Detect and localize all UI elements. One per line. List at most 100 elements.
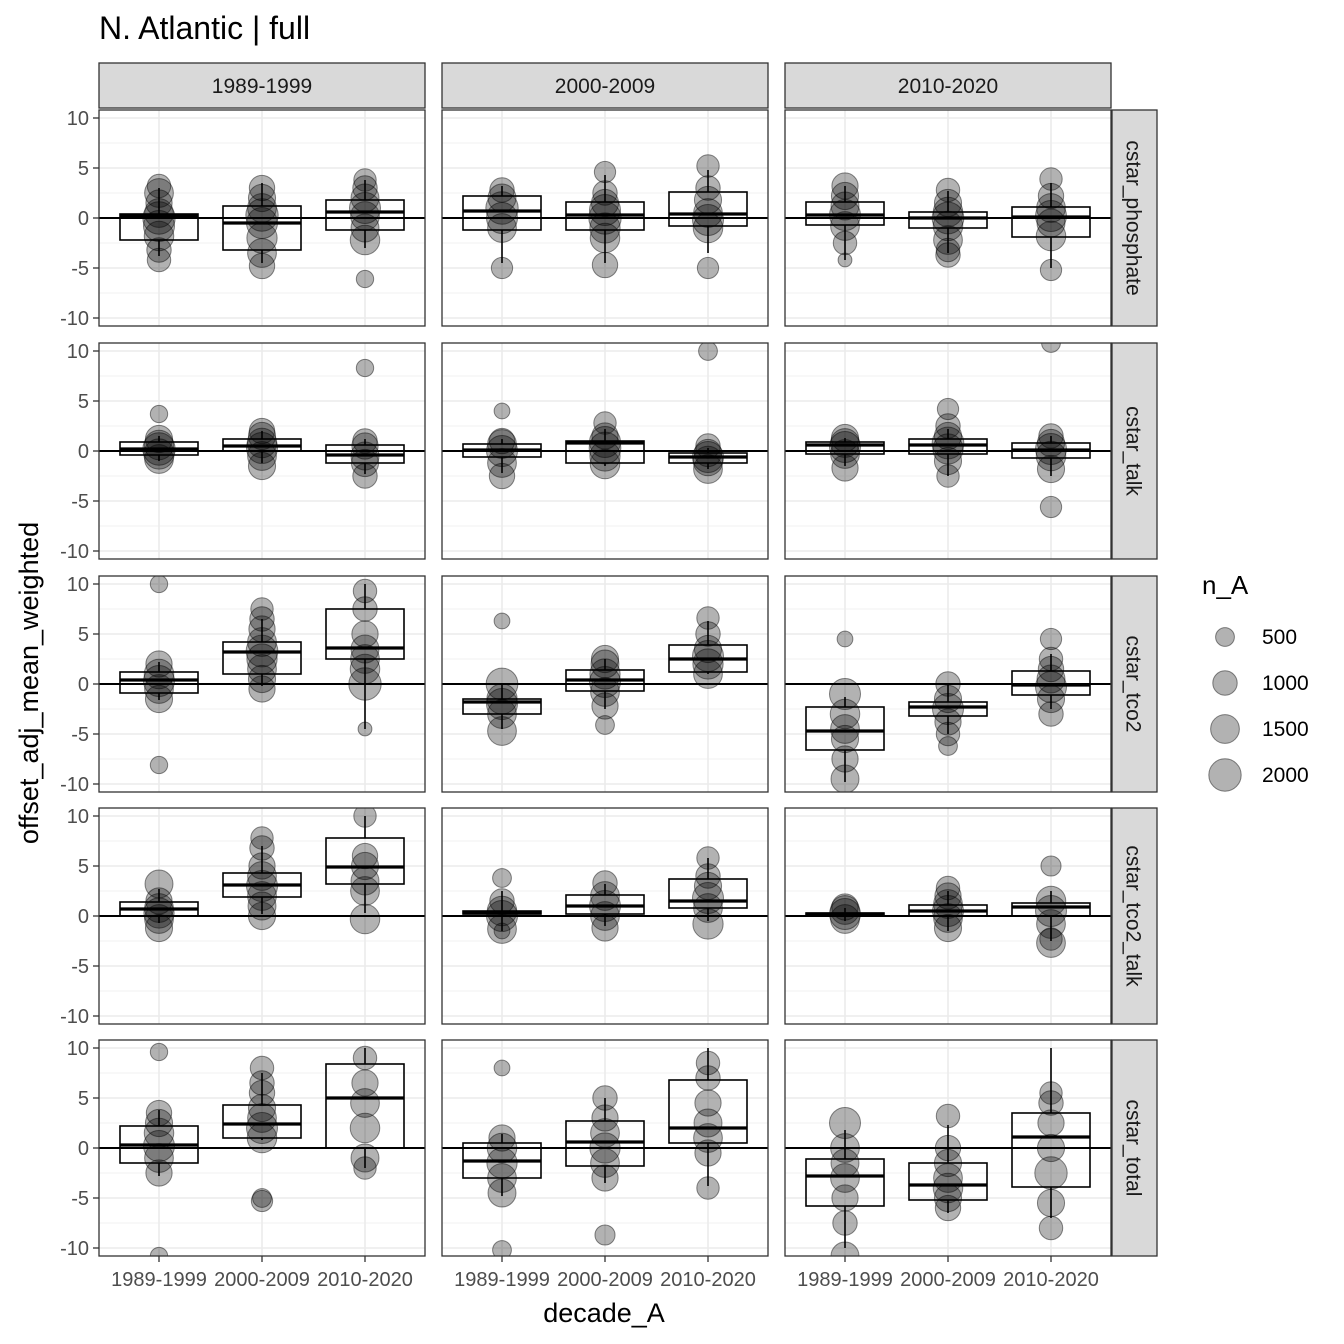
y-tick-label: -10 — [60, 774, 89, 796]
y-tick-label: 5 — [78, 856, 89, 878]
data-point — [830, 714, 860, 744]
panel-border — [441, 342, 769, 560]
row-strip-label: cstar_phosphate — [1122, 140, 1145, 295]
legend: n_A 500 1000 1500 2000 — [1202, 570, 1309, 792]
data-point — [836, 630, 854, 648]
box — [908, 701, 988, 717]
data-point — [250, 826, 274, 850]
x-tick-label: 1989-1999 — [111, 1269, 207, 1291]
panel-border — [98, 575, 426, 793]
data-point — [493, 1059, 511, 1077]
panel-border — [784, 109, 1112, 327]
facet-panel — [441, 1039, 769, 1257]
box — [668, 191, 748, 227]
panel-border — [784, 342, 1112, 560]
column-strip — [441, 62, 769, 109]
legend-key — [1208, 758, 1242, 792]
x-axis-title: decade_A — [543, 1298, 665, 1328]
data-point — [696, 256, 720, 280]
data-point — [486, 1132, 518, 1164]
facet-panel — [98, 342, 426, 560]
data-point — [935, 1103, 961, 1129]
facet-panel — [784, 342, 1112, 560]
x-tick-label: 2000-2009 — [214, 1269, 310, 1291]
data-point — [936, 397, 960, 421]
box — [805, 1158, 885, 1207]
box — [1011, 206, 1091, 238]
legend-title: n_A — [1202, 570, 1249, 600]
data-point — [695, 433, 721, 459]
data-point — [828, 677, 862, 711]
facet-panel — [784, 1039, 1112, 1257]
y-tick-label: 10 — [67, 574, 89, 596]
box — [325, 1063, 405, 1149]
y-tick-label: 10 — [67, 806, 89, 828]
box — [668, 1079, 748, 1144]
row-strip — [1111, 807, 1158, 1025]
y-tick-label: -5 — [71, 956, 89, 978]
panel-border — [784, 1039, 1112, 1257]
legend-label: 1500 — [1262, 718, 1309, 741]
box — [805, 706, 885, 751]
y-tick-label: -5 — [71, 258, 89, 280]
y-tick-label: -5 — [71, 491, 89, 513]
data-point — [590, 881, 620, 911]
panel-border — [441, 109, 769, 327]
legend-label: 2000 — [1262, 764, 1309, 787]
row-strip — [1111, 342, 1158, 560]
data-point — [351, 842, 379, 870]
data-point — [492, 868, 512, 888]
box — [1011, 902, 1091, 917]
x-tick-label: 2000-2009 — [900, 1269, 996, 1291]
facet-panel — [441, 109, 769, 327]
panel-border — [98, 109, 426, 327]
data-point — [245, 1111, 279, 1145]
box — [462, 698, 542, 715]
y-tick-label: 0 — [78, 906, 89, 928]
data-point — [830, 1163, 860, 1193]
facet-panel — [784, 575, 1112, 793]
box — [1011, 670, 1091, 696]
data-point — [493, 612, 511, 630]
column-strip-label: 2010-2020 — [898, 75, 998, 98]
row-strip-label: cstar_tco2_talk — [1122, 845, 1145, 987]
data-point — [350, 1088, 380, 1118]
x-tick-label: 2010-2020 — [1003, 1269, 1099, 1291]
y-tick-label: 5 — [78, 624, 89, 646]
row-strip — [1111, 1039, 1158, 1257]
facet-panel — [98, 575, 426, 793]
box — [462, 195, 542, 231]
data-point — [1036, 1133, 1066, 1163]
y-tick-label: 10 — [67, 1038, 89, 1060]
data-point — [492, 1240, 512, 1256]
legend-label: 500 — [1262, 626, 1297, 649]
data-point — [149, 1042, 169, 1062]
box — [222, 1104, 302, 1139]
data-point — [351, 1069, 379, 1097]
data-point — [1040, 855, 1062, 877]
data-point — [351, 432, 379, 460]
data-point — [252, 1188, 272, 1208]
box — [805, 441, 885, 455]
y-tick-label: -10 — [60, 1006, 89, 1028]
data-point — [144, 913, 174, 943]
y-tick-label: 0 — [78, 1138, 89, 1160]
box — [222, 205, 302, 251]
panel-border — [784, 575, 1112, 793]
panel-border — [441, 807, 769, 1025]
y-tick-label: -10 — [60, 1238, 89, 1260]
facet-panel — [98, 109, 426, 327]
box — [325, 199, 405, 231]
y-tick-label: 0 — [78, 441, 89, 463]
column-strip-label: 1989-1999 — [212, 75, 312, 98]
data-point — [250, 1189, 274, 1213]
row-strip-label: cstar_talk — [1122, 406, 1145, 496]
x-tick-label: 2010-2020 — [660, 1269, 756, 1291]
data-point — [355, 358, 375, 378]
y-tick-label: 5 — [78, 391, 89, 413]
x-tick-label: 2010-2020 — [317, 1269, 413, 1291]
data-point — [149, 755, 169, 775]
facet-panel — [441, 807, 769, 1025]
data-point — [351, 620, 379, 648]
